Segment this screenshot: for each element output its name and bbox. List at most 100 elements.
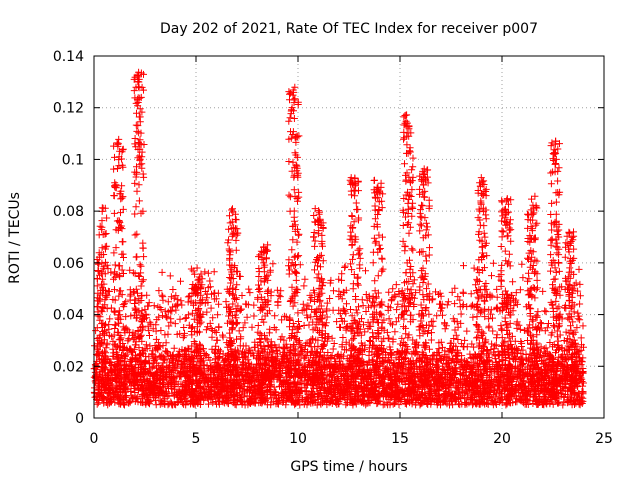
data-point (509, 278, 517, 286)
data-point (260, 318, 268, 326)
data-point (442, 322, 450, 330)
data-point (556, 322, 563, 330)
data-point (170, 344, 178, 352)
data-point (367, 338, 374, 345)
data-point (444, 298, 452, 306)
data-point (120, 270, 127, 277)
data-point (290, 350, 298, 357)
data-point (298, 307, 306, 314)
data-point (519, 274, 527, 282)
data-point (436, 289, 444, 297)
data-point (322, 322, 329, 330)
data-point (211, 289, 219, 297)
data-point (296, 343, 304, 351)
data-point (425, 310, 433, 318)
data-point (579, 379, 587, 387)
data-point (145, 299, 153, 307)
data-point (385, 288, 393, 296)
data-point (541, 307, 549, 315)
data-point (159, 296, 167, 304)
data-point (139, 276, 147, 284)
data-point (559, 401, 567, 409)
data-point (206, 277, 214, 285)
data-point (392, 281, 400, 289)
data-point (211, 327, 219, 335)
data-point (275, 291, 283, 299)
data-point (278, 316, 286, 324)
data-point (534, 308, 542, 316)
data-point (463, 327, 471, 335)
data-point (433, 312, 441, 320)
data-point (423, 285, 430, 293)
data-point (579, 388, 587, 396)
data-point (393, 348, 401, 355)
data-point (485, 315, 493, 323)
data-point (328, 334, 336, 342)
data-point (451, 284, 459, 292)
data-point (545, 320, 552, 327)
data-point (485, 324, 493, 332)
data-point (161, 307, 169, 315)
data-point (248, 323, 256, 331)
data-point (518, 343, 525, 350)
data-point (317, 285, 325, 293)
data-point (204, 269, 212, 277)
data-point (150, 302, 158, 310)
data-point (205, 400, 212, 408)
data-point (516, 325, 524, 333)
data-point (409, 336, 417, 344)
data-point (135, 273, 143, 280)
data-point (179, 334, 187, 342)
data-point (137, 282, 145, 290)
data-point (214, 311, 222, 319)
data-point (168, 307, 176, 315)
data-point (579, 322, 587, 330)
data-point (145, 327, 153, 335)
data-point (493, 334, 500, 342)
data-point (393, 306, 401, 314)
data-point (546, 339, 554, 346)
data-point (338, 270, 346, 278)
data-point (213, 336, 221, 344)
data-point (325, 333, 333, 341)
data-point (235, 327, 243, 335)
data-point (488, 272, 495, 280)
data-point (142, 341, 150, 349)
data-point (157, 327, 165, 334)
data-point (385, 334, 393, 342)
data-point (271, 312, 279, 320)
data-point (323, 313, 331, 321)
data-point (358, 315, 365, 323)
data-points (90, 68, 587, 409)
data-point (239, 358, 247, 366)
data-point (232, 305, 240, 313)
data-point (542, 308, 550, 316)
data-point (280, 336, 288, 344)
data-point (555, 346, 562, 353)
data-point (144, 397, 152, 405)
data-point (176, 315, 184, 323)
data-point (175, 357, 183, 364)
data-point (204, 323, 212, 331)
data-point (177, 277, 184, 285)
data-point (519, 346, 527, 354)
data-point (457, 310, 465, 318)
data-point (495, 358, 503, 365)
data-point (467, 368, 475, 376)
data-point (239, 324, 247, 332)
data-point (470, 264, 478, 272)
data-point (320, 321, 328, 329)
data-point (443, 301, 451, 309)
data-point (539, 287, 547, 295)
data-point (469, 313, 477, 321)
data-point (181, 315, 189, 322)
data-point (343, 300, 350, 308)
data-point (282, 340, 290, 348)
data-point (155, 287, 163, 295)
data-point (467, 290, 475, 298)
data-point (335, 306, 343, 314)
data-point (203, 308, 211, 316)
data-point (282, 401, 290, 409)
data-point (93, 400, 101, 408)
